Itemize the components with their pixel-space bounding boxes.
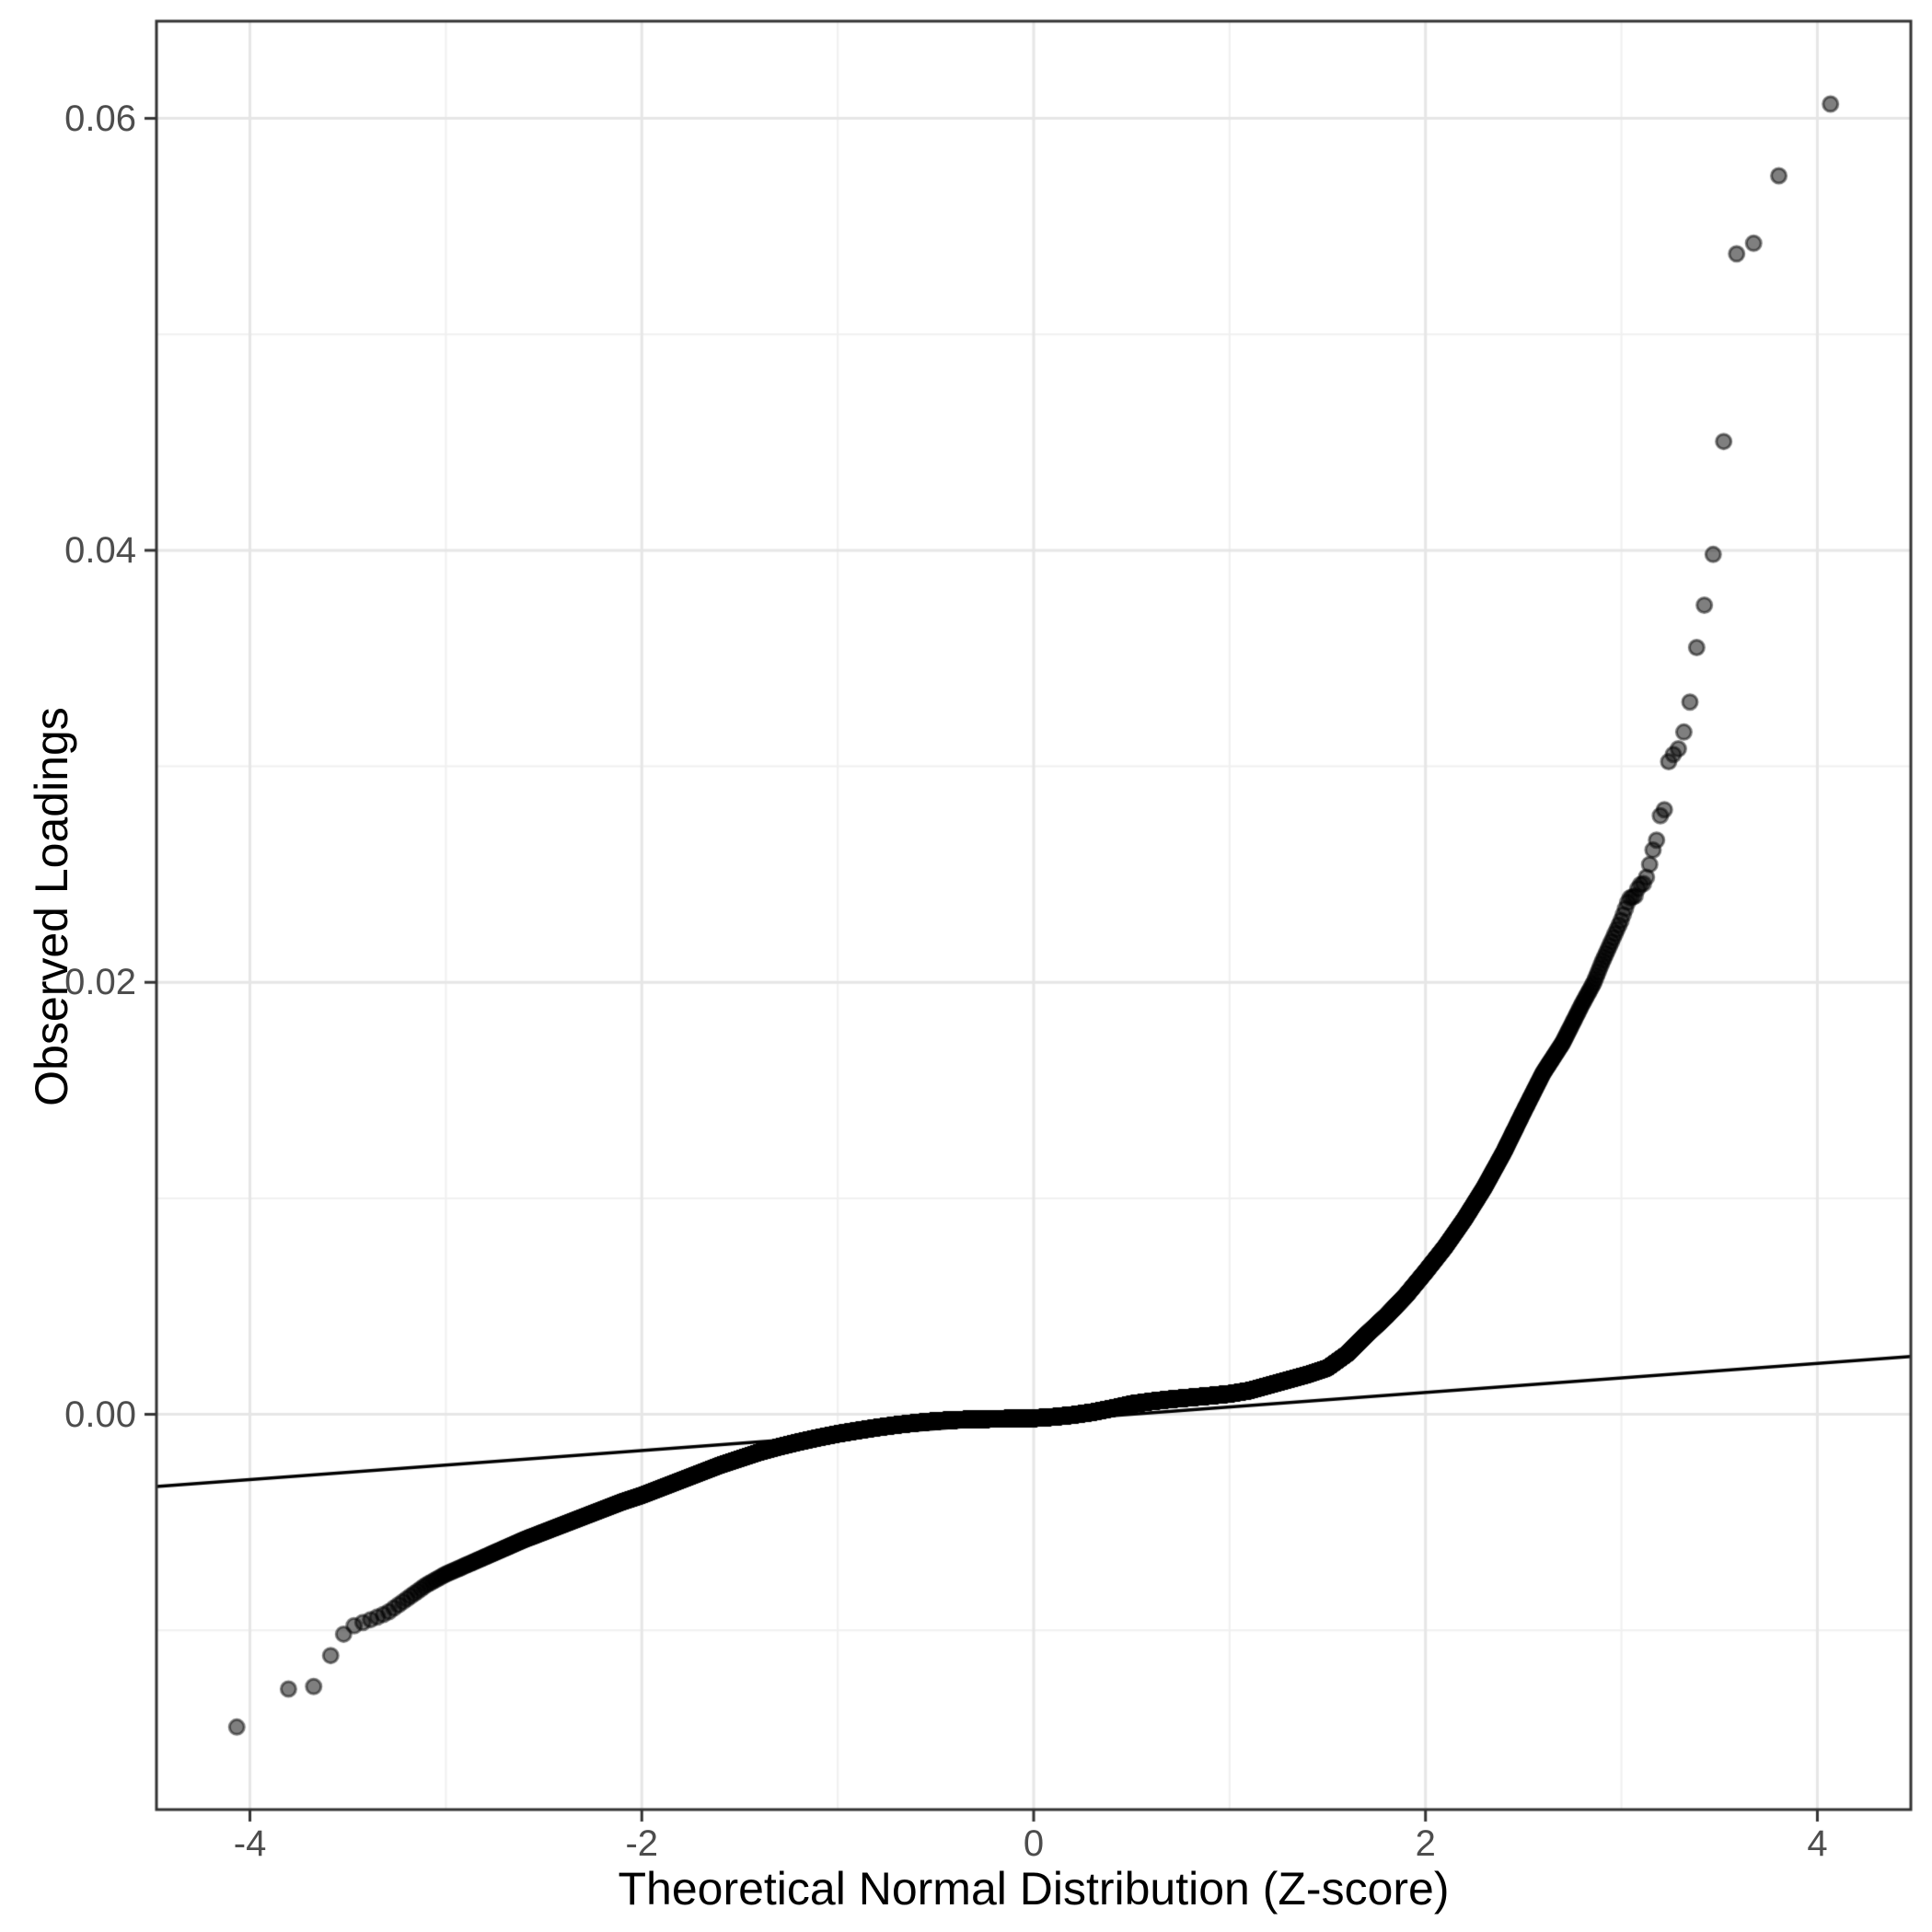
y-tick-label-0.06: 0.06 — [64, 98, 136, 139]
x-tick-label--2: -2 — [625, 1823, 659, 1864]
x-tick-label-4: 4 — [1807, 1823, 1828, 1864]
y-tick-label-0.00: 0.00 — [64, 1394, 136, 1435]
y-tick-label-0.04: 0.04 — [64, 529, 136, 571]
x-axis-title: Theoretical Normal Distribution (Z-score… — [618, 1863, 1450, 1915]
y-tick-label-0.02: 0.02 — [64, 962, 136, 1003]
x-tick-label-2: 2 — [1415, 1823, 1436, 1864]
x-tick-label-0: 0 — [1023, 1823, 1045, 1864]
x-tick-label--4: -4 — [233, 1823, 267, 1864]
y-axis-title: Observed Loadings — [26, 707, 77, 1106]
